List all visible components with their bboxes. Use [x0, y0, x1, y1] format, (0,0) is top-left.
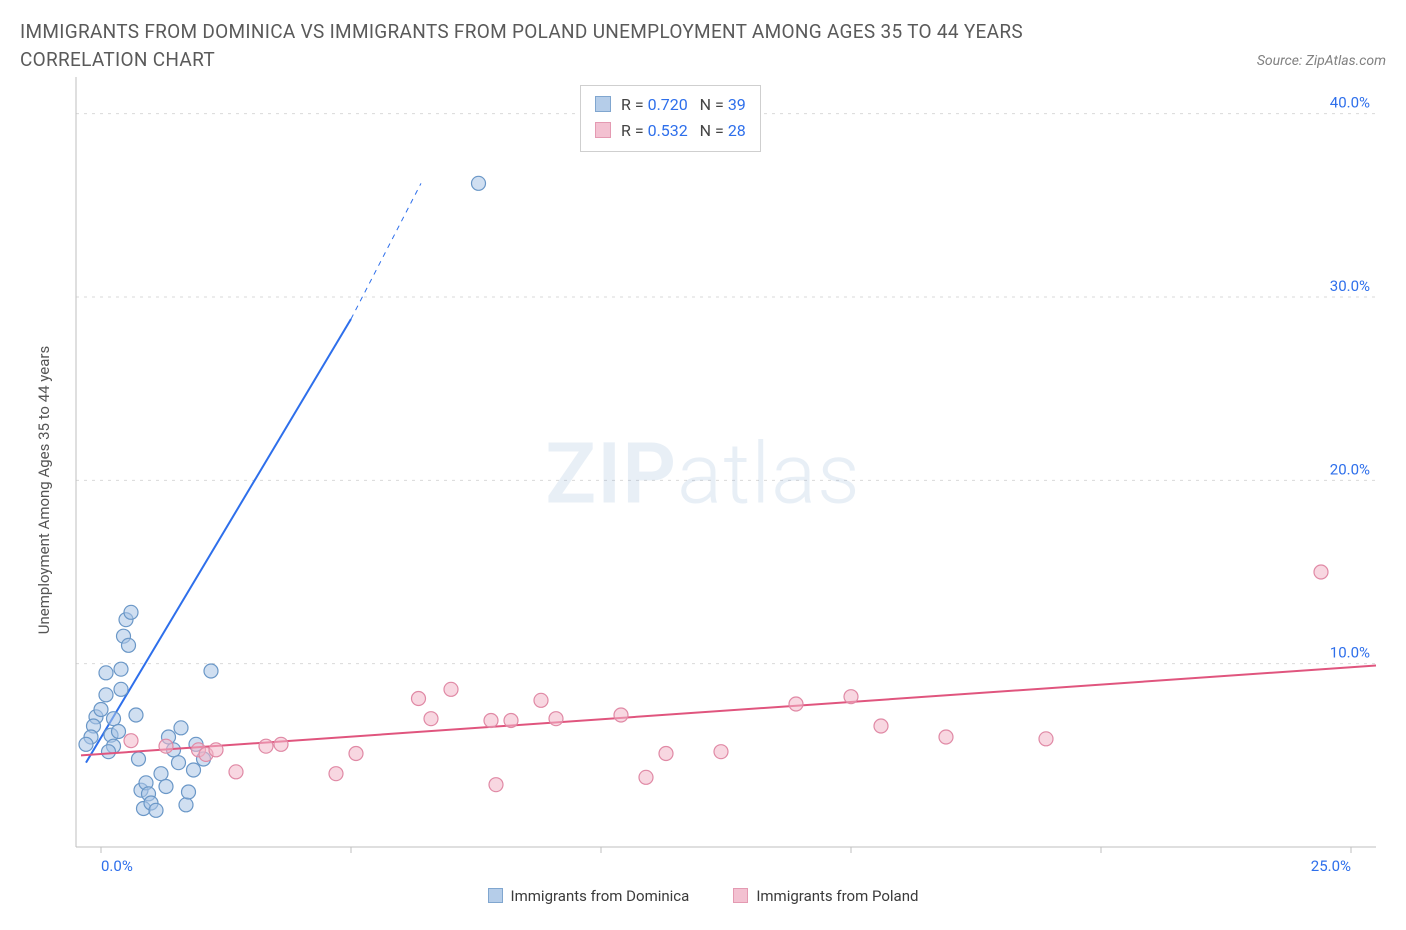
chart-area: Unemployment Among Ages 35 to 44 years 1… [20, 77, 1386, 903]
svg-text:20.0%: 20.0% [1330, 460, 1370, 478]
stats-row: R = 0.532 N = 28 [595, 118, 746, 144]
stats-row: R = 0.720 N = 39 [595, 92, 746, 118]
legend-item: Immigrants from Dominica [488, 887, 690, 905]
chart-source: Source: ZipAtlas.com [1257, 53, 1386, 73]
svg-text:10.0%: 10.0% [1330, 644, 1370, 662]
svg-text:40.0%: 40.0% [1330, 94, 1370, 112]
legend: Immigrants from Dominica Immigrants from … [20, 887, 1386, 905]
stats-legend-box: R = 0.720 N = 39R = 0.532 N = 28 [580, 85, 761, 152]
svg-text:25.0%: 25.0% [1311, 857, 1351, 875]
svg-text:0.0%: 0.0% [101, 857, 133, 875]
svg-text:30.0%: 30.0% [1330, 277, 1370, 295]
scatter-chart: 10.0% 20.0% 30.0% 40.0% 0.0% 25.0% [20, 77, 1386, 881]
chart-title: IMMIGRANTS FROM DOMINICA VS IMMIGRANTS F… [20, 18, 1150, 73]
legend-item: Immigrants from Poland [733, 887, 918, 905]
y-axis-label: Unemployment Among Ages 35 to 44 years [35, 346, 53, 634]
